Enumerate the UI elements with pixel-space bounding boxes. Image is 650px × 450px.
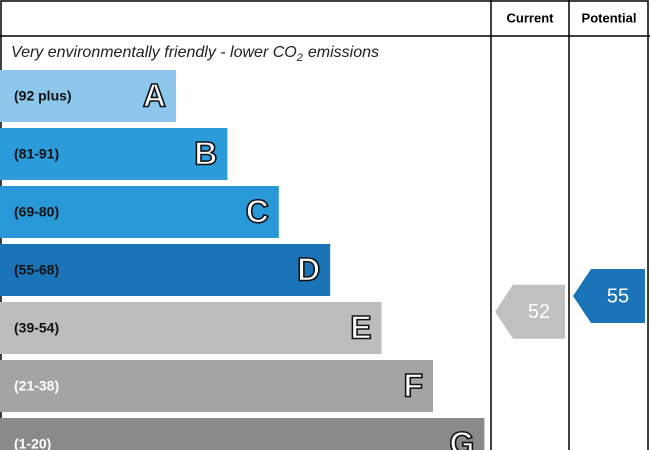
band	[0, 418, 485, 450]
band-range: (55-68)	[14, 262, 59, 278]
caption-suffix: emissions	[308, 44, 379, 61]
rating-arrow	[573, 269, 645, 323]
band-letter: C	[246, 193, 269, 229]
band-letter: D	[297, 251, 320, 287]
band	[0, 244, 331, 296]
band	[0, 186, 279, 238]
band	[0, 128, 228, 180]
band	[0, 70, 176, 122]
band-range: (69-80)	[14, 204, 59, 220]
band	[0, 360, 433, 412]
rating-value: 52	[528, 301, 550, 323]
band-range: (92 plus)	[14, 88, 72, 104]
band-letter: F	[403, 367, 423, 403]
potential-header: Potential	[582, 10, 637, 25]
caption-subscript: 2	[296, 52, 303, 64]
band-range: (39-54)	[14, 320, 59, 336]
caption: Very environmentally friendly - lower CO…	[11, 44, 379, 64]
band	[0, 302, 382, 354]
current-header: Current	[507, 10, 555, 25]
band-letter: E	[350, 309, 371, 345]
band-letter: B	[194, 135, 217, 171]
band-range: (81-91)	[14, 146, 59, 162]
band-range: (1-20)	[14, 436, 51, 450]
caption-text: Very environmentally friendly - lower CO	[11, 44, 297, 61]
band-range: (21-38)	[14, 378, 59, 394]
rating-value: 55	[607, 285, 629, 307]
band-letter: G	[450, 425, 475, 450]
rating-arrow	[495, 284, 565, 339]
band-letter: A	[143, 77, 166, 113]
